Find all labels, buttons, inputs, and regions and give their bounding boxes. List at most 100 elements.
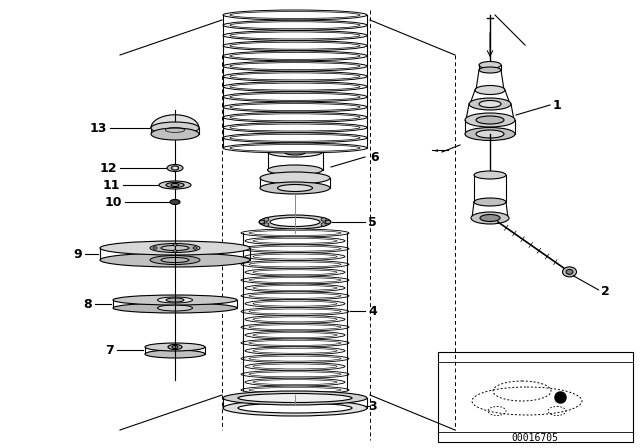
- Ellipse shape: [223, 391, 367, 405]
- Ellipse shape: [245, 331, 345, 339]
- Ellipse shape: [321, 218, 326, 221]
- Ellipse shape: [241, 355, 349, 362]
- Ellipse shape: [241, 370, 349, 378]
- Ellipse shape: [113, 295, 237, 305]
- Ellipse shape: [465, 128, 515, 141]
- Ellipse shape: [249, 231, 341, 236]
- Ellipse shape: [151, 122, 199, 134]
- Ellipse shape: [249, 278, 341, 283]
- Ellipse shape: [223, 82, 367, 91]
- Ellipse shape: [253, 238, 337, 243]
- Ellipse shape: [245, 284, 345, 292]
- Ellipse shape: [100, 241, 250, 255]
- Text: 1: 1: [553, 99, 562, 112]
- Ellipse shape: [260, 172, 330, 184]
- Ellipse shape: [223, 133, 367, 143]
- Ellipse shape: [230, 42, 360, 49]
- Ellipse shape: [474, 198, 506, 206]
- Ellipse shape: [249, 372, 341, 377]
- Ellipse shape: [167, 164, 183, 172]
- Ellipse shape: [230, 32, 360, 39]
- Ellipse shape: [223, 20, 367, 30]
- Ellipse shape: [245, 378, 345, 386]
- Ellipse shape: [284, 149, 306, 155]
- Ellipse shape: [278, 185, 312, 191]
- Ellipse shape: [223, 112, 367, 122]
- Ellipse shape: [238, 403, 352, 413]
- Ellipse shape: [193, 247, 197, 249]
- Ellipse shape: [288, 147, 302, 151]
- Text: 8: 8: [83, 297, 92, 310]
- Ellipse shape: [157, 305, 193, 311]
- Text: 13: 13: [90, 121, 107, 134]
- Ellipse shape: [223, 102, 367, 112]
- Text: ⁴: ⁴: [435, 147, 438, 156]
- Ellipse shape: [268, 147, 323, 157]
- Ellipse shape: [161, 258, 189, 263]
- Ellipse shape: [249, 388, 341, 392]
- Ellipse shape: [469, 98, 511, 110]
- Ellipse shape: [288, 143, 302, 148]
- Ellipse shape: [145, 350, 205, 358]
- Ellipse shape: [253, 364, 337, 369]
- Ellipse shape: [168, 345, 182, 349]
- Ellipse shape: [260, 182, 330, 194]
- Ellipse shape: [241, 245, 349, 253]
- Ellipse shape: [245, 347, 345, 355]
- Ellipse shape: [230, 12, 360, 18]
- Text: 00016705: 00016705: [511, 433, 559, 443]
- Ellipse shape: [223, 123, 367, 133]
- Polygon shape: [151, 115, 199, 128]
- Ellipse shape: [479, 61, 501, 69]
- Ellipse shape: [230, 22, 360, 29]
- Ellipse shape: [476, 130, 504, 138]
- Ellipse shape: [321, 223, 326, 226]
- Ellipse shape: [172, 345, 178, 349]
- Ellipse shape: [253, 301, 337, 306]
- Text: 7: 7: [105, 344, 114, 357]
- Ellipse shape: [150, 255, 200, 264]
- Ellipse shape: [241, 323, 349, 331]
- Ellipse shape: [230, 83, 360, 90]
- Ellipse shape: [245, 300, 345, 308]
- Ellipse shape: [241, 339, 349, 347]
- Text: 2: 2: [600, 285, 609, 298]
- Ellipse shape: [223, 400, 367, 416]
- Ellipse shape: [259, 215, 331, 229]
- Ellipse shape: [230, 93, 360, 100]
- Ellipse shape: [241, 386, 349, 394]
- Ellipse shape: [113, 303, 237, 313]
- Text: 5: 5: [368, 215, 377, 228]
- Text: 10: 10: [104, 195, 122, 208]
- Ellipse shape: [157, 297, 193, 303]
- Ellipse shape: [245, 315, 345, 323]
- Ellipse shape: [170, 199, 180, 204]
- Ellipse shape: [223, 30, 367, 40]
- Ellipse shape: [100, 253, 250, 267]
- Ellipse shape: [223, 61, 367, 71]
- Ellipse shape: [166, 182, 184, 188]
- Ellipse shape: [230, 103, 360, 111]
- Ellipse shape: [474, 171, 506, 179]
- Ellipse shape: [223, 10, 367, 20]
- Ellipse shape: [241, 307, 349, 315]
- Ellipse shape: [241, 229, 349, 237]
- Ellipse shape: [230, 73, 360, 80]
- Ellipse shape: [479, 100, 501, 108]
- Ellipse shape: [230, 114, 360, 121]
- Ellipse shape: [245, 253, 345, 261]
- Ellipse shape: [230, 52, 360, 60]
- Ellipse shape: [223, 143, 367, 153]
- Text: 9: 9: [74, 247, 82, 260]
- Ellipse shape: [253, 379, 337, 385]
- Ellipse shape: [268, 165, 323, 175]
- Ellipse shape: [173, 244, 177, 246]
- Ellipse shape: [151, 128, 199, 140]
- Ellipse shape: [249, 293, 341, 298]
- Ellipse shape: [465, 113, 515, 127]
- Ellipse shape: [270, 217, 320, 227]
- Ellipse shape: [172, 166, 179, 170]
- Ellipse shape: [326, 220, 330, 224]
- Ellipse shape: [241, 276, 349, 284]
- Ellipse shape: [153, 247, 157, 249]
